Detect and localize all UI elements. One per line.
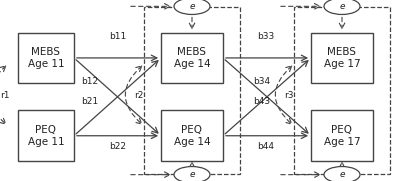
- Text: b43: b43: [254, 97, 270, 106]
- FancyBboxPatch shape: [311, 33, 373, 83]
- Circle shape: [324, 0, 360, 14]
- FancyBboxPatch shape: [18, 33, 74, 83]
- FancyBboxPatch shape: [311, 110, 373, 161]
- Text: b11: b11: [109, 32, 127, 41]
- FancyBboxPatch shape: [161, 33, 223, 83]
- Text: e: e: [339, 2, 345, 11]
- Text: b21: b21: [82, 97, 98, 106]
- Text: PEQ
Age 11: PEQ Age 11: [28, 125, 64, 147]
- Text: MEBS
Age 17: MEBS Age 17: [324, 47, 360, 69]
- Text: PEQ
Age 14: PEQ Age 14: [174, 125, 210, 147]
- Circle shape: [324, 167, 360, 181]
- Text: r3: r3: [284, 90, 294, 100]
- Text: r2: r2: [134, 90, 144, 100]
- Text: e: e: [339, 170, 345, 179]
- Text: b12: b12: [82, 77, 98, 86]
- Circle shape: [174, 167, 210, 181]
- Text: b22: b22: [110, 142, 126, 151]
- FancyBboxPatch shape: [18, 110, 74, 161]
- FancyBboxPatch shape: [161, 110, 223, 161]
- Text: MEBS
Age 11: MEBS Age 11: [28, 47, 64, 69]
- Text: PEQ
Age 17: PEQ Age 17: [324, 125, 360, 147]
- Text: e: e: [189, 170, 195, 179]
- Text: r1: r1: [0, 90, 10, 100]
- Text: b33: b33: [257, 32, 275, 41]
- Bar: [294, 7, 390, 174]
- Text: MEBS
Age 14: MEBS Age 14: [174, 47, 210, 69]
- Circle shape: [174, 0, 210, 14]
- Bar: [144, 7, 240, 174]
- Text: e: e: [189, 2, 195, 11]
- Text: b34: b34: [254, 77, 270, 86]
- Text: b44: b44: [258, 142, 274, 151]
